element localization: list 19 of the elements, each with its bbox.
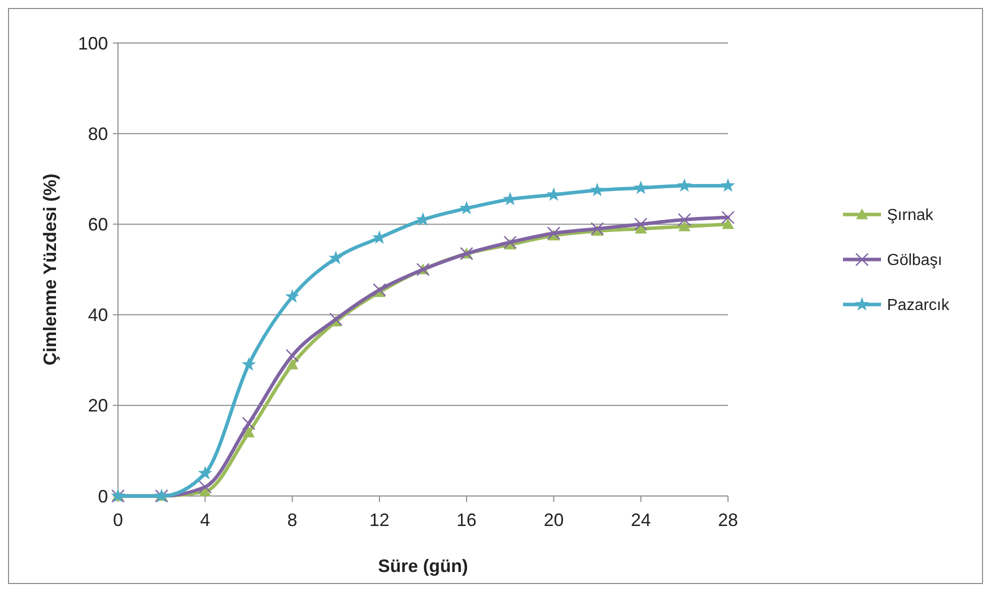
y-tick-label: 100 xyxy=(78,33,108,54)
x-tick-label: 16 xyxy=(456,510,477,530)
x-tick-label: 8 xyxy=(287,510,298,530)
legend-label: Gölbaşı xyxy=(887,252,942,270)
x-tick-label: 24 xyxy=(630,510,651,530)
x-tick-label: 12 xyxy=(369,510,390,530)
y-tick-label: 60 xyxy=(88,214,108,234)
y-tick-label: 0 xyxy=(98,486,108,506)
x-tick-label: 0 xyxy=(112,510,124,530)
y-tick-label: 40 xyxy=(88,305,108,326)
legend-label: Şırnak xyxy=(887,207,934,224)
y-axis-title: Çimlenme Yüzdesi (%) xyxy=(40,174,60,366)
x-tick-label: 20 xyxy=(544,510,564,530)
legend-label: Pazarcık xyxy=(887,297,950,314)
y-tick-label: 80 xyxy=(88,124,108,144)
x-axis-title: Süre (gün) xyxy=(378,556,468,576)
x-tick-label: 28 xyxy=(718,510,738,530)
y-tick-label: 20 xyxy=(88,396,108,416)
x-tick-label: 4 xyxy=(200,510,210,530)
